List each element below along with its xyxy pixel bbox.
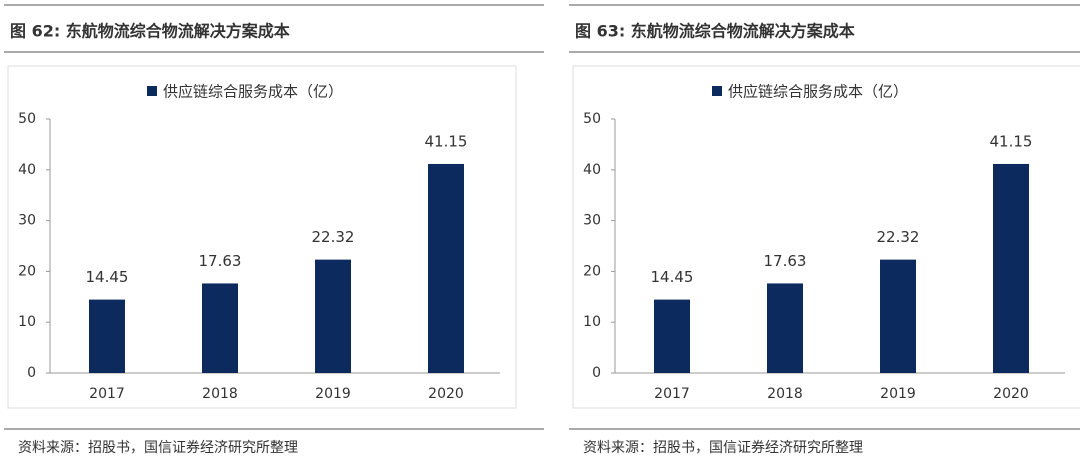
value-label: 14.45 xyxy=(651,268,694,286)
legend-label: 供应链综合服务成本（亿） xyxy=(728,83,908,101)
x-tick-label: 2018 xyxy=(202,386,238,402)
bar xyxy=(880,259,916,373)
legend-swatch xyxy=(147,86,157,96)
value-label: 41.15 xyxy=(990,132,1033,150)
figure-title: 图 62: 东航物流综合物流解决方案成本 xyxy=(10,22,290,41)
y-tick-label: 20 xyxy=(583,263,601,279)
bar xyxy=(202,283,238,373)
bar xyxy=(428,163,464,373)
value-label: 22.32 xyxy=(312,228,355,246)
x-tick-label: 2017 xyxy=(654,386,690,402)
chart-frame xyxy=(572,65,1080,409)
y-tick-label: 0 xyxy=(27,365,36,381)
bar xyxy=(654,299,690,373)
y-tick-label: 30 xyxy=(18,213,36,229)
source-note: 资料来源：招股书，国信证券经济研究所整理 xyxy=(18,440,298,456)
y-tick-label: 0 xyxy=(592,365,601,381)
y-tick-label: 10 xyxy=(583,314,601,330)
x-tick-label: 2019 xyxy=(880,386,916,402)
value-label: 22.32 xyxy=(877,228,920,246)
y-tick-label: 10 xyxy=(18,314,36,330)
bar xyxy=(315,259,351,373)
x-tick-label: 2019 xyxy=(315,386,351,402)
y-tick-label: 30 xyxy=(583,213,601,229)
value-label: 17.63 xyxy=(199,252,242,270)
x-tick-label: 2017 xyxy=(89,386,125,402)
y-tick-label: 40 xyxy=(583,162,601,178)
bar xyxy=(767,283,803,373)
legend-swatch xyxy=(712,86,722,96)
chart-frame xyxy=(7,65,517,409)
y-tick-label: 20 xyxy=(18,263,36,279)
source-note: 资料来源：招股书，国信证券经济研究所整理 xyxy=(583,440,863,456)
value-label: 41.15 xyxy=(425,132,468,150)
bar xyxy=(993,163,1029,373)
figure-title: 图 63: 东航物流综合物流解决方案成本 xyxy=(575,22,855,41)
bar xyxy=(89,299,125,373)
x-tick-label: 2020 xyxy=(428,386,464,402)
legend-label: 供应链综合服务成本（亿） xyxy=(163,83,343,101)
y-tick-label: 40 xyxy=(18,162,36,178)
value-label: 14.45 xyxy=(86,268,129,286)
y-tick-label: 50 xyxy=(583,111,601,127)
x-tick-label: 2018 xyxy=(767,386,803,402)
value-label: 17.63 xyxy=(764,252,807,270)
x-tick-label: 2020 xyxy=(993,386,1029,402)
y-tick-label: 50 xyxy=(18,111,36,127)
